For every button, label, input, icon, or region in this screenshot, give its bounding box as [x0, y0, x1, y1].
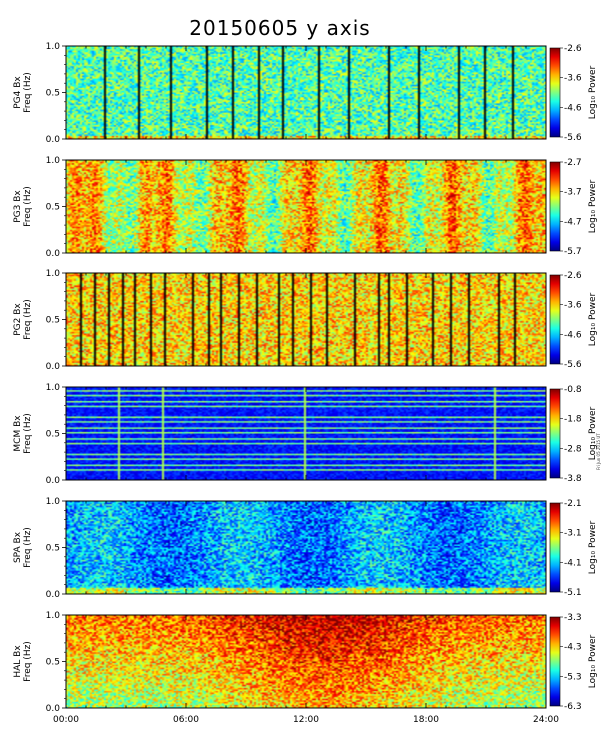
y-axis-label: Freq (Hz): [23, 72, 33, 113]
y-tick-label: 0.5: [46, 203, 60, 213]
y-tick-label: 0.5: [46, 89, 60, 99]
spectrogram-image: [66, 46, 546, 139]
colorbar-tick-label: -5.6: [564, 133, 582, 143]
panel-hal: 0.0 0.5 1.0 HAL Bx Freq (Hz) -3.3 -4.3 -5.3 -6.3…: [13, 611, 598, 714]
colorbar-label: Log₁₀ Power: [588, 635, 598, 689]
spectrogram-image: [66, 273, 546, 366]
colorbar: [549, 388, 561, 479]
colorbar-tick-label: -4.3: [564, 643, 582, 653]
y-tick-label: 0.5: [46, 430, 60, 440]
chart-title: 20150605 y axis: [189, 16, 371, 40]
panel-spa: 0.0 0.5 1.0 SPA Bx Freq (Hz) -2.1 -3.1 -4.1 -5.1…: [13, 497, 598, 600]
y-axis-label: MCM Bx: [13, 415, 23, 452]
colorbar: [549, 616, 561, 707]
colorbar-tick-label: -2.1: [564, 499, 582, 509]
y-tick-label: 0.5: [46, 316, 60, 326]
y-axis-label: HAL Bx: [13, 645, 23, 678]
colorbar-tick-label: -0.8: [564, 385, 582, 395]
colorbar-tick-label: -3.7: [564, 188, 582, 198]
colorbar-tick-label: -2.6: [564, 271, 582, 281]
spectrogram-image: [66, 160, 546, 253]
spectrogram-image: [66, 615, 546, 708]
colorbar-tick-label: -5.3: [564, 672, 582, 682]
spectrogram-image: [66, 501, 546, 594]
y-axis-label: PG3 Bx: [13, 190, 23, 223]
y-axis-label: Freq (Hz): [23, 641, 33, 682]
colorbar-tick-label: -4.6: [564, 103, 582, 113]
y-tick-label: 0.0: [46, 704, 61, 714]
colorbar-tick-label: -2.8: [564, 444, 582, 454]
colorbar-label: Log₁₀ Power: [588, 66, 598, 120]
colorbar: [549, 161, 561, 252]
colorbar-tick-label: -4.1: [564, 558, 582, 568]
colorbar-tick-label: -2.7: [564, 158, 582, 168]
panel-pg3: 0.0 0.5 1.0 PG3 Bx Freq (Hz) -2.7 -3.7 -4.7 -5.7…: [13, 156, 598, 259]
colorbar-tick-label: -3.3: [564, 613, 582, 623]
colorbar-tick-label: -3.6: [564, 74, 582, 84]
colorbar: [549, 47, 561, 138]
x-tick-label: 00:00: [53, 715, 79, 725]
y-tick-label: 0.0: [46, 476, 61, 486]
panel-pg4: 0.0 0.5 1.0 PG4 Bx Freq (Hz) -2.6 -3.6 -4.6 -5.6…: [13, 42, 598, 145]
y-tick-label: 1.0: [46, 269, 61, 279]
y-tick-label: 1.0: [46, 156, 61, 166]
y-axis-label: PG2 Bx: [13, 303, 23, 336]
colorbar-tick-label: -4.7: [564, 217, 582, 227]
colorbar-tick-label: -3.1: [564, 529, 582, 539]
x-axis: 00:00 06:00 12:00 18:00 24:00: [53, 715, 559, 725]
x-tick-label: 24:00: [533, 715, 559, 725]
y-tick-label: 0.0: [46, 249, 61, 259]
y-axis-label: Freq (Hz): [23, 527, 33, 568]
colorbar-tick-label: -1.8: [564, 415, 582, 425]
y-axis-label: Freq (Hz): [23, 413, 33, 454]
y-tick-label: 1.0: [46, 497, 61, 507]
x-tick-label: 18:00: [413, 715, 439, 725]
y-axis-label: PG4 Bx: [13, 76, 23, 109]
y-tick-label: 0.5: [46, 544, 60, 554]
colorbar-label: Log₁₀ Power: [588, 180, 598, 234]
colorbar-tick-label: -3.8: [564, 474, 582, 484]
spectrogram-image: [66, 387, 546, 480]
y-tick-label: 0.5: [46, 658, 60, 668]
colorbar-tick-label: -2.6: [564, 44, 582, 54]
colorbar-tick-label: -5.6: [564, 360, 582, 370]
colorbar: [549, 502, 561, 593]
y-tick-label: 0.0: [46, 135, 61, 145]
y-tick-label: 1.0: [46, 383, 61, 393]
colorbar-label: Log₁₀ Power: [588, 521, 598, 575]
y-tick-label: 1.0: [46, 42, 61, 52]
y-axis-label: SPA Bx: [13, 531, 23, 563]
colorbar-tick-label: -4.6: [564, 330, 582, 340]
y-axis-label: Freq (Hz): [23, 186, 33, 227]
x-tick-label: 12:00: [293, 715, 319, 725]
colorbar: [549, 274, 561, 365]
y-tick-label: 0.0: [46, 362, 61, 372]
colorbar-tick-label: -5.1: [564, 588, 582, 598]
y-axis-label: Freq (Hz): [23, 299, 33, 340]
colorbar-tick-label: -5.7: [564, 247, 582, 257]
colorbar-label: Log₁₀ Power: [588, 407, 598, 461]
colorbar-label: Log₁₀ Power: [588, 293, 598, 347]
x-tick-label: 06:00: [173, 715, 199, 725]
colorbar-tick-label: -3.6: [564, 301, 582, 311]
y-tick-label: 1.0: [46, 611, 61, 621]
panel-mcm: 0.0 0.5 1.0 MCM Bx Freq (Hz) -0.8 -1.8 -2.8 -3.8…: [13, 383, 598, 486]
panel-pg2: 0.0 0.5 1.0 PG2 Bx Freq (Hz) -2.6 -3.6 -4.6 -5.6…: [13, 269, 598, 372]
colorbar-tick-label: -6.3: [564, 702, 582, 712]
y-tick-label: 0.0: [46, 590, 61, 600]
